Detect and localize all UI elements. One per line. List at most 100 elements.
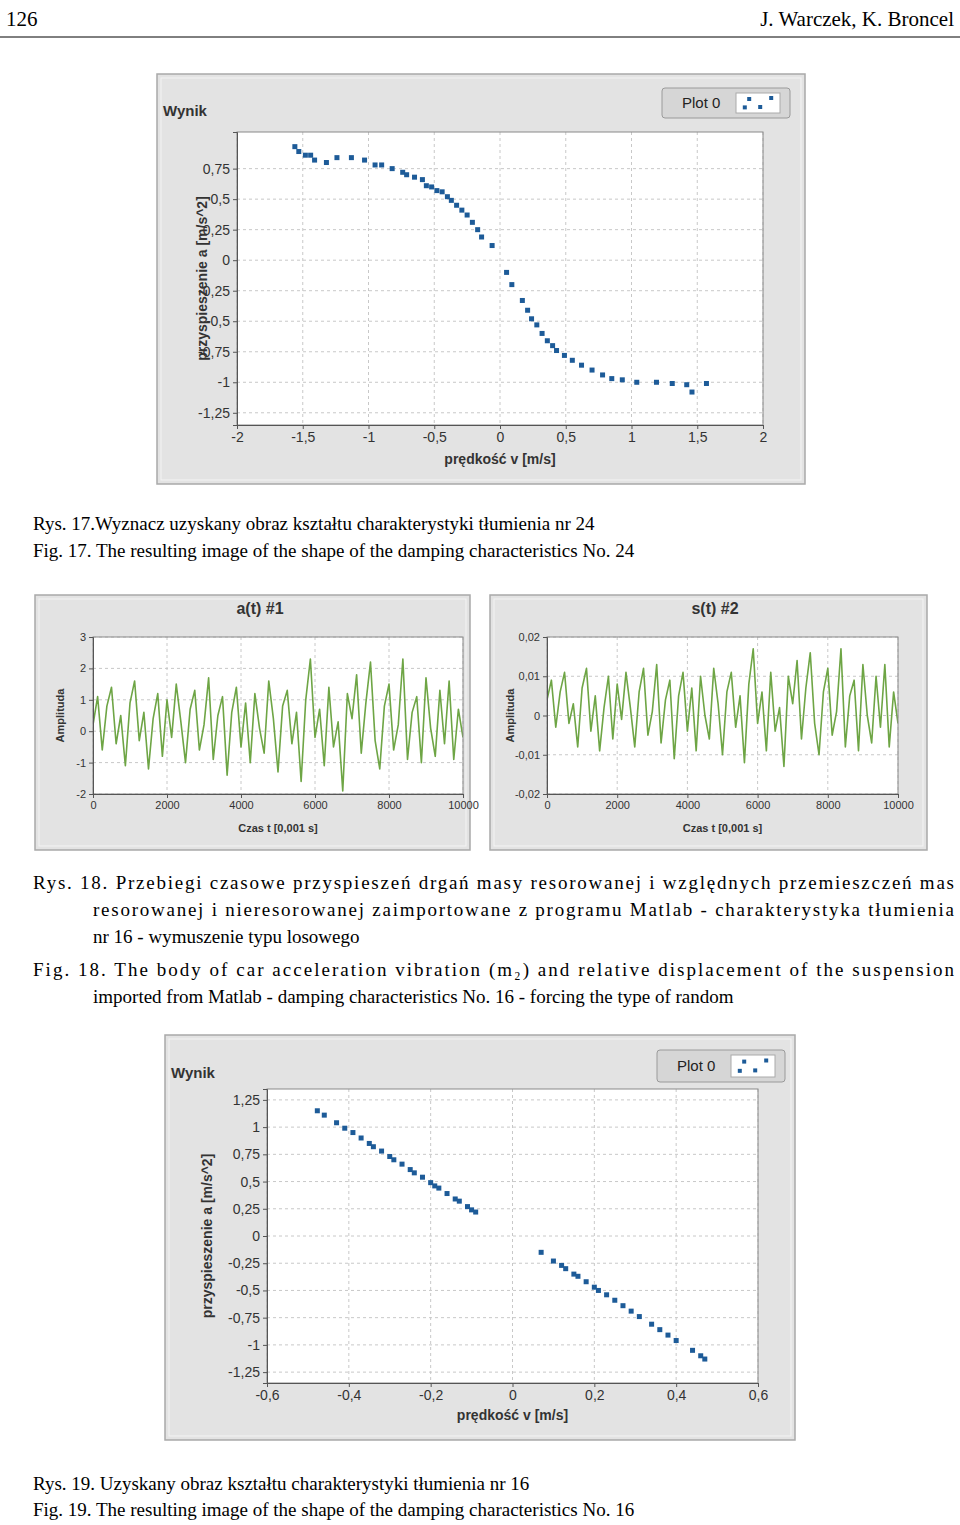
plot-frame bbox=[267, 1089, 758, 1383]
y-tick-label: -1 bbox=[218, 374, 231, 390]
x-tick: 0 bbox=[509, 1383, 517, 1403]
x-tick-label: 2000 bbox=[605, 799, 629, 811]
y-tick: -1,25 bbox=[228, 1364, 267, 1380]
y-tick: 0,02 bbox=[519, 631, 547, 643]
chart-title: Wynik bbox=[171, 1064, 216, 1081]
y-tick-mark bbox=[233, 230, 237, 231]
x-axis-title: prędkość v [m/s] bbox=[444, 451, 555, 467]
data-layer bbox=[93, 659, 463, 791]
y-tick-mark bbox=[89, 794, 93, 795]
scatter-point bbox=[654, 380, 659, 385]
plot-area bbox=[267, 1089, 758, 1383]
scatter-point bbox=[504, 270, 509, 275]
x-axis-title: Czas t [0,001 s] bbox=[683, 822, 763, 834]
y-tick: 1 bbox=[80, 694, 93, 706]
panel-inner bbox=[494, 599, 923, 846]
grid-line bbox=[267, 1181, 758, 1182]
y-tick: 0,75 bbox=[233, 1146, 267, 1162]
scatter-point bbox=[292, 144, 297, 149]
grid-line bbox=[389, 637, 390, 794]
x-tick-label: 6000 bbox=[303, 799, 327, 811]
grid-line bbox=[237, 290, 763, 291]
grid-line bbox=[267, 1290, 758, 1291]
scatter-point bbox=[674, 1338, 679, 1343]
y-tick: 0,75 bbox=[203, 161, 237, 177]
scatter-point bbox=[296, 149, 301, 154]
y-tick-mark bbox=[233, 321, 237, 322]
x-tick-label: -1 bbox=[363, 429, 376, 445]
y-tick-mark bbox=[263, 1263, 267, 1264]
scatter-point bbox=[312, 158, 317, 163]
panel-inner bbox=[169, 1039, 791, 1436]
y-tick-label: 1,25 bbox=[233, 1092, 260, 1108]
grid-line bbox=[237, 412, 763, 413]
grid-line bbox=[237, 260, 763, 261]
y-axis-title: przyspieszenie a [m/s^2] bbox=[199, 1154, 215, 1319]
scatter-point bbox=[475, 227, 480, 232]
scatter-point bbox=[424, 183, 429, 188]
grid-line bbox=[547, 676, 898, 677]
scatter-point bbox=[689, 390, 694, 395]
chart-title: Wynik bbox=[163, 102, 208, 119]
y-tick-label: 0 bbox=[252, 1228, 260, 1244]
caption-line: Fig. 17. The resulting image of the shap… bbox=[33, 540, 635, 561]
scatter-point bbox=[379, 162, 384, 167]
grid-line bbox=[617, 637, 618, 794]
y-tick: -0,75 bbox=[228, 1310, 267, 1326]
x-tick: 0 bbox=[497, 425, 505, 445]
scatter-point bbox=[649, 1322, 654, 1327]
scatter-point bbox=[550, 343, 555, 348]
scatter-point bbox=[584, 1279, 589, 1284]
y-tick: 1,25 bbox=[233, 1092, 267, 1108]
legend-icon bbox=[736, 93, 780, 113]
scatter-point bbox=[334, 1120, 339, 1125]
x-tick: 0,2 bbox=[585, 1383, 605, 1403]
y-tick-mark bbox=[263, 1100, 267, 1101]
scatter-point bbox=[551, 1259, 556, 1264]
scatter-point bbox=[434, 188, 439, 193]
grid-line bbox=[267, 1344, 758, 1345]
y-tick: -0,01 bbox=[515, 749, 547, 761]
x-tick: 6000 bbox=[303, 794, 327, 811]
x-tick-label: 0,4 bbox=[667, 1387, 687, 1403]
scatter-point bbox=[600, 372, 605, 377]
y-tick: -1 bbox=[76, 757, 93, 769]
y-axis: -1,25-1-0,75-0,5-0,2500,250,50,7511,25 bbox=[228, 1090, 267, 1384]
grid-line bbox=[267, 1317, 758, 1318]
y-tick: 2 bbox=[80, 662, 93, 674]
grid-line bbox=[267, 1236, 758, 1237]
y-tick-label: 1 bbox=[80, 694, 86, 706]
x-tick-label: 1,5 bbox=[688, 429, 708, 445]
scatter-point bbox=[412, 1170, 417, 1175]
grid-line bbox=[827, 637, 828, 794]
y-tick-mark bbox=[89, 731, 93, 732]
scatter-point bbox=[465, 213, 470, 218]
scatter-point bbox=[620, 377, 625, 382]
x-tick-label: 0 bbox=[90, 799, 96, 811]
x-tick-mark bbox=[687, 794, 688, 798]
chart-title: s(t) #2 bbox=[691, 600, 738, 617]
y-tick-label: -2 bbox=[76, 788, 86, 800]
scatter-point bbox=[445, 1191, 450, 1196]
x-tick: 0,6 bbox=[749, 1383, 769, 1403]
x-tick: 8000 bbox=[377, 794, 401, 811]
legend-icon bbox=[731, 1055, 775, 1077]
y-tick-label: -0,5 bbox=[236, 1282, 260, 1298]
scatter-point bbox=[609, 376, 614, 381]
plot-area bbox=[547, 637, 898, 794]
x-tick: 4000 bbox=[676, 794, 700, 811]
y-tick: -1 bbox=[218, 374, 237, 390]
grid-line bbox=[512, 1089, 513, 1383]
x-tick-mark bbox=[898, 794, 899, 798]
scatter-point bbox=[545, 338, 550, 343]
grid bbox=[93, 637, 463, 794]
panel bbox=[490, 595, 927, 850]
x-tick-label: 0 bbox=[509, 1387, 517, 1403]
y-tick: -1,25 bbox=[198, 405, 237, 421]
y-tick-label: 0 bbox=[534, 710, 540, 722]
legend-marker bbox=[753, 1068, 757, 1072]
y-tick-mark bbox=[543, 637, 547, 638]
x-tick: 1 bbox=[628, 425, 636, 445]
scatter-point bbox=[350, 1130, 355, 1135]
scatter-point bbox=[303, 153, 308, 158]
